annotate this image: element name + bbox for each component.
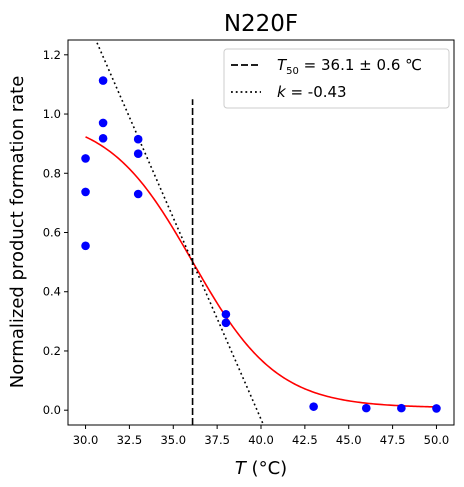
x-axis-label-symbol: T — [235, 458, 248, 479]
y-tick-label: 1.0 — [43, 107, 61, 121]
data-point — [81, 241, 90, 251]
x-tick-label: 32.5 — [117, 433, 143, 447]
y-tick-label: 0.6 — [43, 226, 61, 240]
x-tick-label: 37.5 — [204, 433, 230, 447]
y-axis-label: Normalized product formation rate — [7, 76, 28, 389]
data-point — [81, 187, 90, 197]
data-point — [133, 189, 143, 199]
fit-curve — [85, 136, 437, 408]
chart-title: N220F — [224, 11, 298, 37]
slope-line — [94, 40, 265, 425]
data-point — [397, 403, 406, 413]
x-tick-label: 42.5 — [292, 433, 318, 447]
x-axis-label: T (°C) — [235, 458, 287, 479]
x-tick-label: 35.0 — [160, 433, 186, 447]
y-tick-label: 0.0 — [43, 403, 61, 417]
data-point — [98, 76, 108, 85]
data-point — [98, 134, 108, 143]
x-tick-label: 50.0 — [424, 433, 450, 447]
data-point — [133, 149, 143, 159]
legend-entry-t50: T50 = 36.1 ± 0.6 ℃ — [277, 56, 422, 77]
data-point — [81, 154, 90, 163]
x-tick-label: 45.0 — [336, 433, 362, 447]
x-tick-label: 30.0 — [73, 433, 99, 447]
y-tick-label: 1.2 — [43, 48, 61, 62]
y-tick-label: 0.8 — [43, 166, 61, 180]
plot-frame — [67, 39, 455, 426]
y-tick-label: 0.2 — [43, 344, 61, 358]
x-tick-label: 40.0 — [248, 433, 274, 447]
legend: T50 = 36.1 ± 0.6 ℃ k = -0.43 — [223, 48, 450, 109]
data-point — [432, 404, 441, 413]
data-point — [221, 318, 231, 328]
data-point — [98, 118, 108, 128]
legend-box — [223, 48, 450, 109]
data-point — [361, 403, 371, 413]
data-point — [133, 134, 143, 144]
x-tick-label: 47.5 — [380, 433, 406, 447]
data-point — [309, 402, 318, 411]
y-tick-label: 0.4 — [43, 285, 61, 299]
data-point — [221, 309, 231, 319]
x-axis-label-unit: (°C) — [252, 458, 288, 479]
legend-entry-slope: k = -0.43 — [277, 83, 347, 101]
